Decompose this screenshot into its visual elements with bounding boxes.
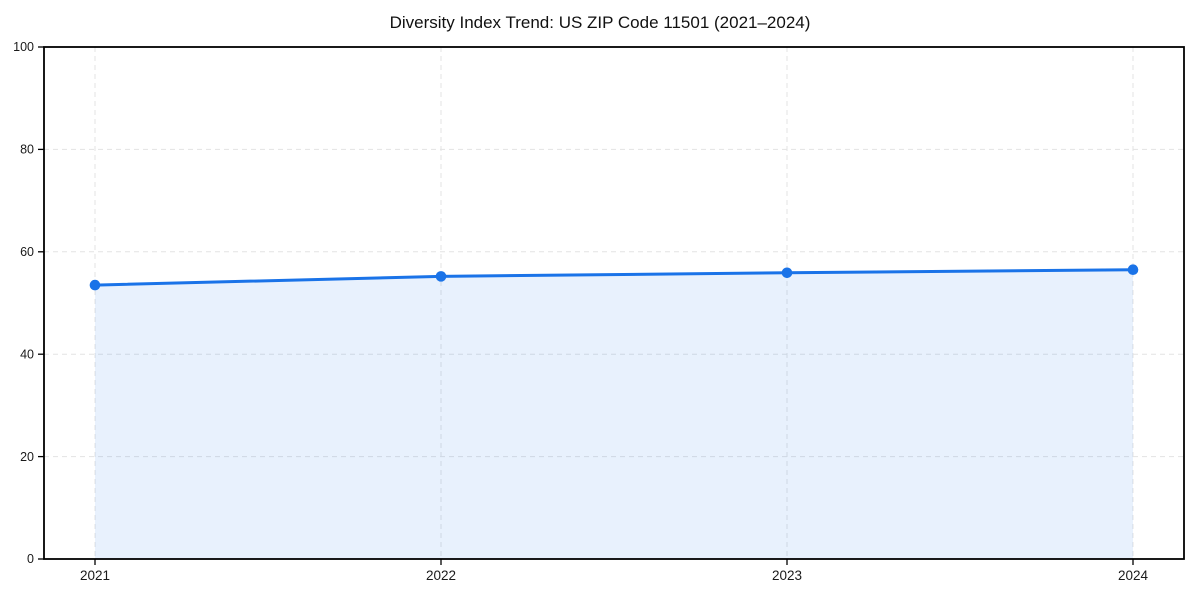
data-point-marker — [781, 267, 793, 279]
trend-line — [93, 268, 1135, 287]
y-tick-label: 80 — [20, 143, 34, 157]
y-tick-label: 0 — [27, 552, 34, 566]
y-tick-label: 40 — [20, 347, 34, 361]
chart-title: Diversity Index Trend: US ZIP Code 11501… — [389, 13, 811, 32]
x-tick-label: 2022 — [426, 568, 456, 583]
plot-border — [43, 46, 1185, 560]
x-tick-label: 2024 — [1118, 568, 1149, 583]
y-tick-label: 100 — [13, 40, 34, 54]
area-fill — [95, 269, 1133, 559]
y-tick-label: 60 — [20, 245, 34, 259]
data-point-marker — [1127, 264, 1139, 276]
x-tick-label: 2021 — [80, 568, 110, 583]
data-point-marker — [89, 279, 101, 291]
data-point-marker — [435, 271, 447, 282]
y-tick-label: 20 — [20, 450, 34, 464]
x-tick-label: 2023 — [772, 568, 802, 583]
